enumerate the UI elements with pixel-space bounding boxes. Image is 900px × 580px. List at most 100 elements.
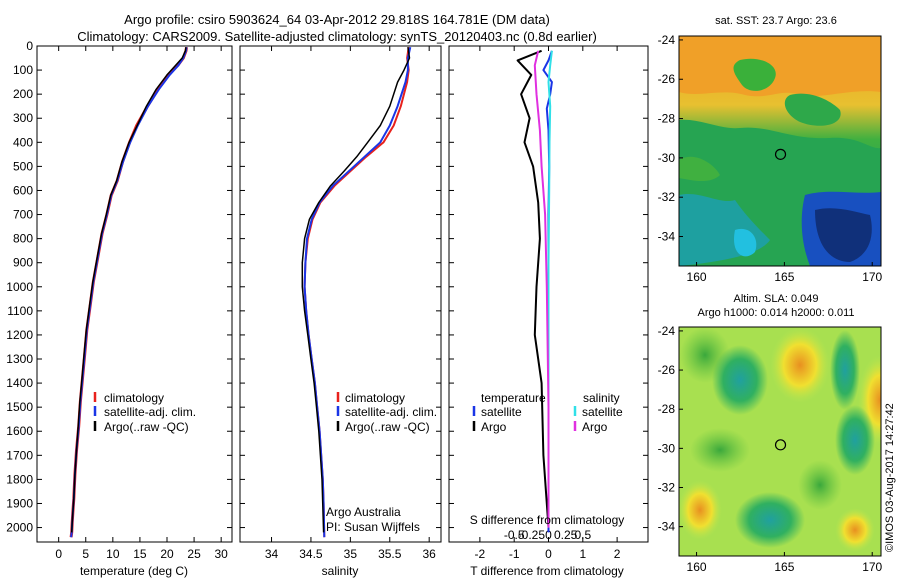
legend-label-s-argo: Argo <box>582 420 608 434</box>
x-tick-label: 34.5 <box>299 547 323 561</box>
credit-line2: PI: Susan Wijffels <box>326 520 420 534</box>
series-line-salinity-argo <box>533 50 550 528</box>
x-tick-label: 34 <box>265 547 279 561</box>
legend-label-argo: Argo(..raw -QC) <box>104 420 189 434</box>
s-difference-axis-label: S difference from climatology <box>470 513 625 527</box>
legend-label-s-satellite: satellite <box>582 405 623 419</box>
salinity-legend: climatology satellite-adj. clim. Argo(..… <box>336 391 437 434</box>
temperature-axis-label: temperature (deg C) <box>80 564 188 578</box>
temperature-panel-frame <box>36 45 233 543</box>
depth-tick-label: 600 <box>13 183 33 197</box>
credit-line1: Argo Australia <box>326 505 401 519</box>
map-x-tick-label: 160 <box>687 560 707 574</box>
depth-tick-label: 900 <box>13 256 33 270</box>
x-tick-label: 2 <box>614 547 621 561</box>
depth-tick-label: 400 <box>13 135 33 149</box>
t-difference-axis-label: T difference from climatology <box>470 564 624 578</box>
legend-label-climatology: climatology <box>345 391 405 405</box>
depth-axis: 0 100 200 300 400 500 600 700 800 900 1000 1100 1200… <box>6 39 648 535</box>
sst-map-frame <box>678 35 882 267</box>
legend-label-t-satellite: satellite <box>481 405 522 419</box>
difference-series <box>516 49 553 533</box>
depth-tick-label: 0 <box>26 39 33 53</box>
depth-tick-label: 1900 <box>6 496 33 510</box>
temperature-x-axis: 0 5 10 15 20 25 30 <box>55 46 228 561</box>
series-line-argo-raw-qc <box>301 47 411 533</box>
sst-map-title: sat. SST: 23.7 Argo: 23.6 <box>715 15 837 27</box>
depth-tick-label: 1800 <box>6 472 33 486</box>
sst-argo-location-marker <box>774 148 787 160</box>
depth-tick-label: 1300 <box>6 352 33 366</box>
map-x-tick-label: 170 <box>862 560 882 574</box>
x-tick-label: 0 <box>545 547 552 561</box>
s-difference-tick-label: 0.5 <box>574 528 591 542</box>
depth-tick-label: 1700 <box>6 448 33 462</box>
x-tick-label: 30 <box>214 547 228 561</box>
x-tick-label: 36 <box>422 547 436 561</box>
t-difference-x-axis: -2 -1 0 1 2 <box>475 46 621 561</box>
sla-map-title: Altim. SLA: 0.049 <box>734 293 819 305</box>
x-tick-label: -1 <box>509 547 520 561</box>
depth-tick-label: 100 <box>13 63 33 77</box>
salinity-series <box>301 46 412 538</box>
map-y-tick-label: -26 <box>658 363 676 377</box>
x-tick-label: 35 <box>344 547 358 561</box>
map-y-tick-label: -28 <box>658 112 676 126</box>
depth-tick-label: 300 <box>13 111 33 125</box>
temperature-legend: climatology satellite-adj. clim. Argo(..… <box>93 391 196 434</box>
sla-map <box>679 327 881 556</box>
depth-tick-label: 200 <box>13 87 33 101</box>
s-difference-x-axis: -0.5-0.25 0 0.250.5 <box>504 528 592 542</box>
depth-tick-label: 1400 <box>6 376 33 390</box>
map-x-tick-label: 160 <box>687 270 707 284</box>
s-difference-tick-label: 0 <box>545 528 552 542</box>
x-tick-label: 10 <box>106 547 120 561</box>
figure-title-line2: Climatology: CARS2009. Satellite-adjuste… <box>77 29 597 44</box>
imos-watermark: ©IMOS 03-Aug-2017 14:27:42 <box>884 403 896 552</box>
legend-title-salinity: salinity <box>583 391 620 405</box>
map-y-tick-label: -34 <box>658 230 676 244</box>
depth-tick-label: 700 <box>13 208 33 222</box>
map-y-tick-label: -32 <box>658 190 676 204</box>
map-y-tick-label: -34 <box>658 520 676 534</box>
depth-tick-label: 1600 <box>6 424 33 438</box>
sla-map-axes: 160 165 170 -24 -26 -28 -30 -32 -34 <box>658 324 883 574</box>
salinity-axis-label: salinity <box>322 564 359 578</box>
sst-map-axes: 160 165 170 -24 -26 -28 -30 -32 -34 <box>658 33 883 284</box>
sla-map-subtitle: Argo h1000: 0.014 h2000: 0.011 <box>698 307 855 319</box>
map-x-tick-label: 170 <box>862 270 882 284</box>
depth-tick-label: 1100 <box>7 304 33 318</box>
map-y-tick-label: -26 <box>658 72 676 86</box>
map-y-tick-label: -24 <box>658 33 676 47</box>
salinity-x-axis: 34 34.5 35 35.5 36 <box>265 46 436 561</box>
map-y-tick-label: -24 <box>658 324 676 338</box>
legend-label-satellite: satellite-adj. clim. <box>104 405 196 419</box>
depth-tick-label: 500 <box>13 159 33 173</box>
legend-label-t-argo: Argo <box>481 420 507 434</box>
depth-tick-label: 1200 <box>6 328 33 342</box>
series-line-satellite-adj-clim <box>303 46 412 538</box>
map-y-tick-label: -30 <box>658 441 676 455</box>
x-tick-label: 20 <box>160 547 174 561</box>
legend-label-climatology: climatology <box>104 391 164 405</box>
depth-tick-label: 800 <box>13 232 33 246</box>
map-y-tick-label: -32 <box>658 480 676 494</box>
map-y-tick-label: -30 <box>658 151 676 165</box>
x-tick-label: 0 <box>55 547 62 561</box>
x-tick-label: 35.5 <box>378 547 402 561</box>
difference-legend: temperature satellite Argo salinity sate… <box>472 391 623 434</box>
x-tick-label: 15 <box>133 547 147 561</box>
sla-map-frame <box>678 326 882 557</box>
depth-tick-label: 1500 <box>6 400 33 414</box>
s-difference-tick-label: -0.25 <box>518 528 546 542</box>
sla-argo-location-marker <box>774 439 787 451</box>
figure-title-line1: Argo profile: csiro 5903624_64 03-Apr-20… <box>124 12 550 27</box>
legend-title-temperature: temperature <box>481 391 546 405</box>
series-line-argo-raw-qc <box>70 47 187 533</box>
s-difference-tick-label: 0.25 <box>554 528 578 542</box>
series-line-temperature-argo <box>516 49 550 528</box>
map-y-tick-label: -28 <box>658 402 676 416</box>
salinity-panel-frame <box>239 45 442 543</box>
legend-label-satellite: satellite-adj. clim. <box>345 405 437 419</box>
x-tick-label: -2 <box>475 547 486 561</box>
